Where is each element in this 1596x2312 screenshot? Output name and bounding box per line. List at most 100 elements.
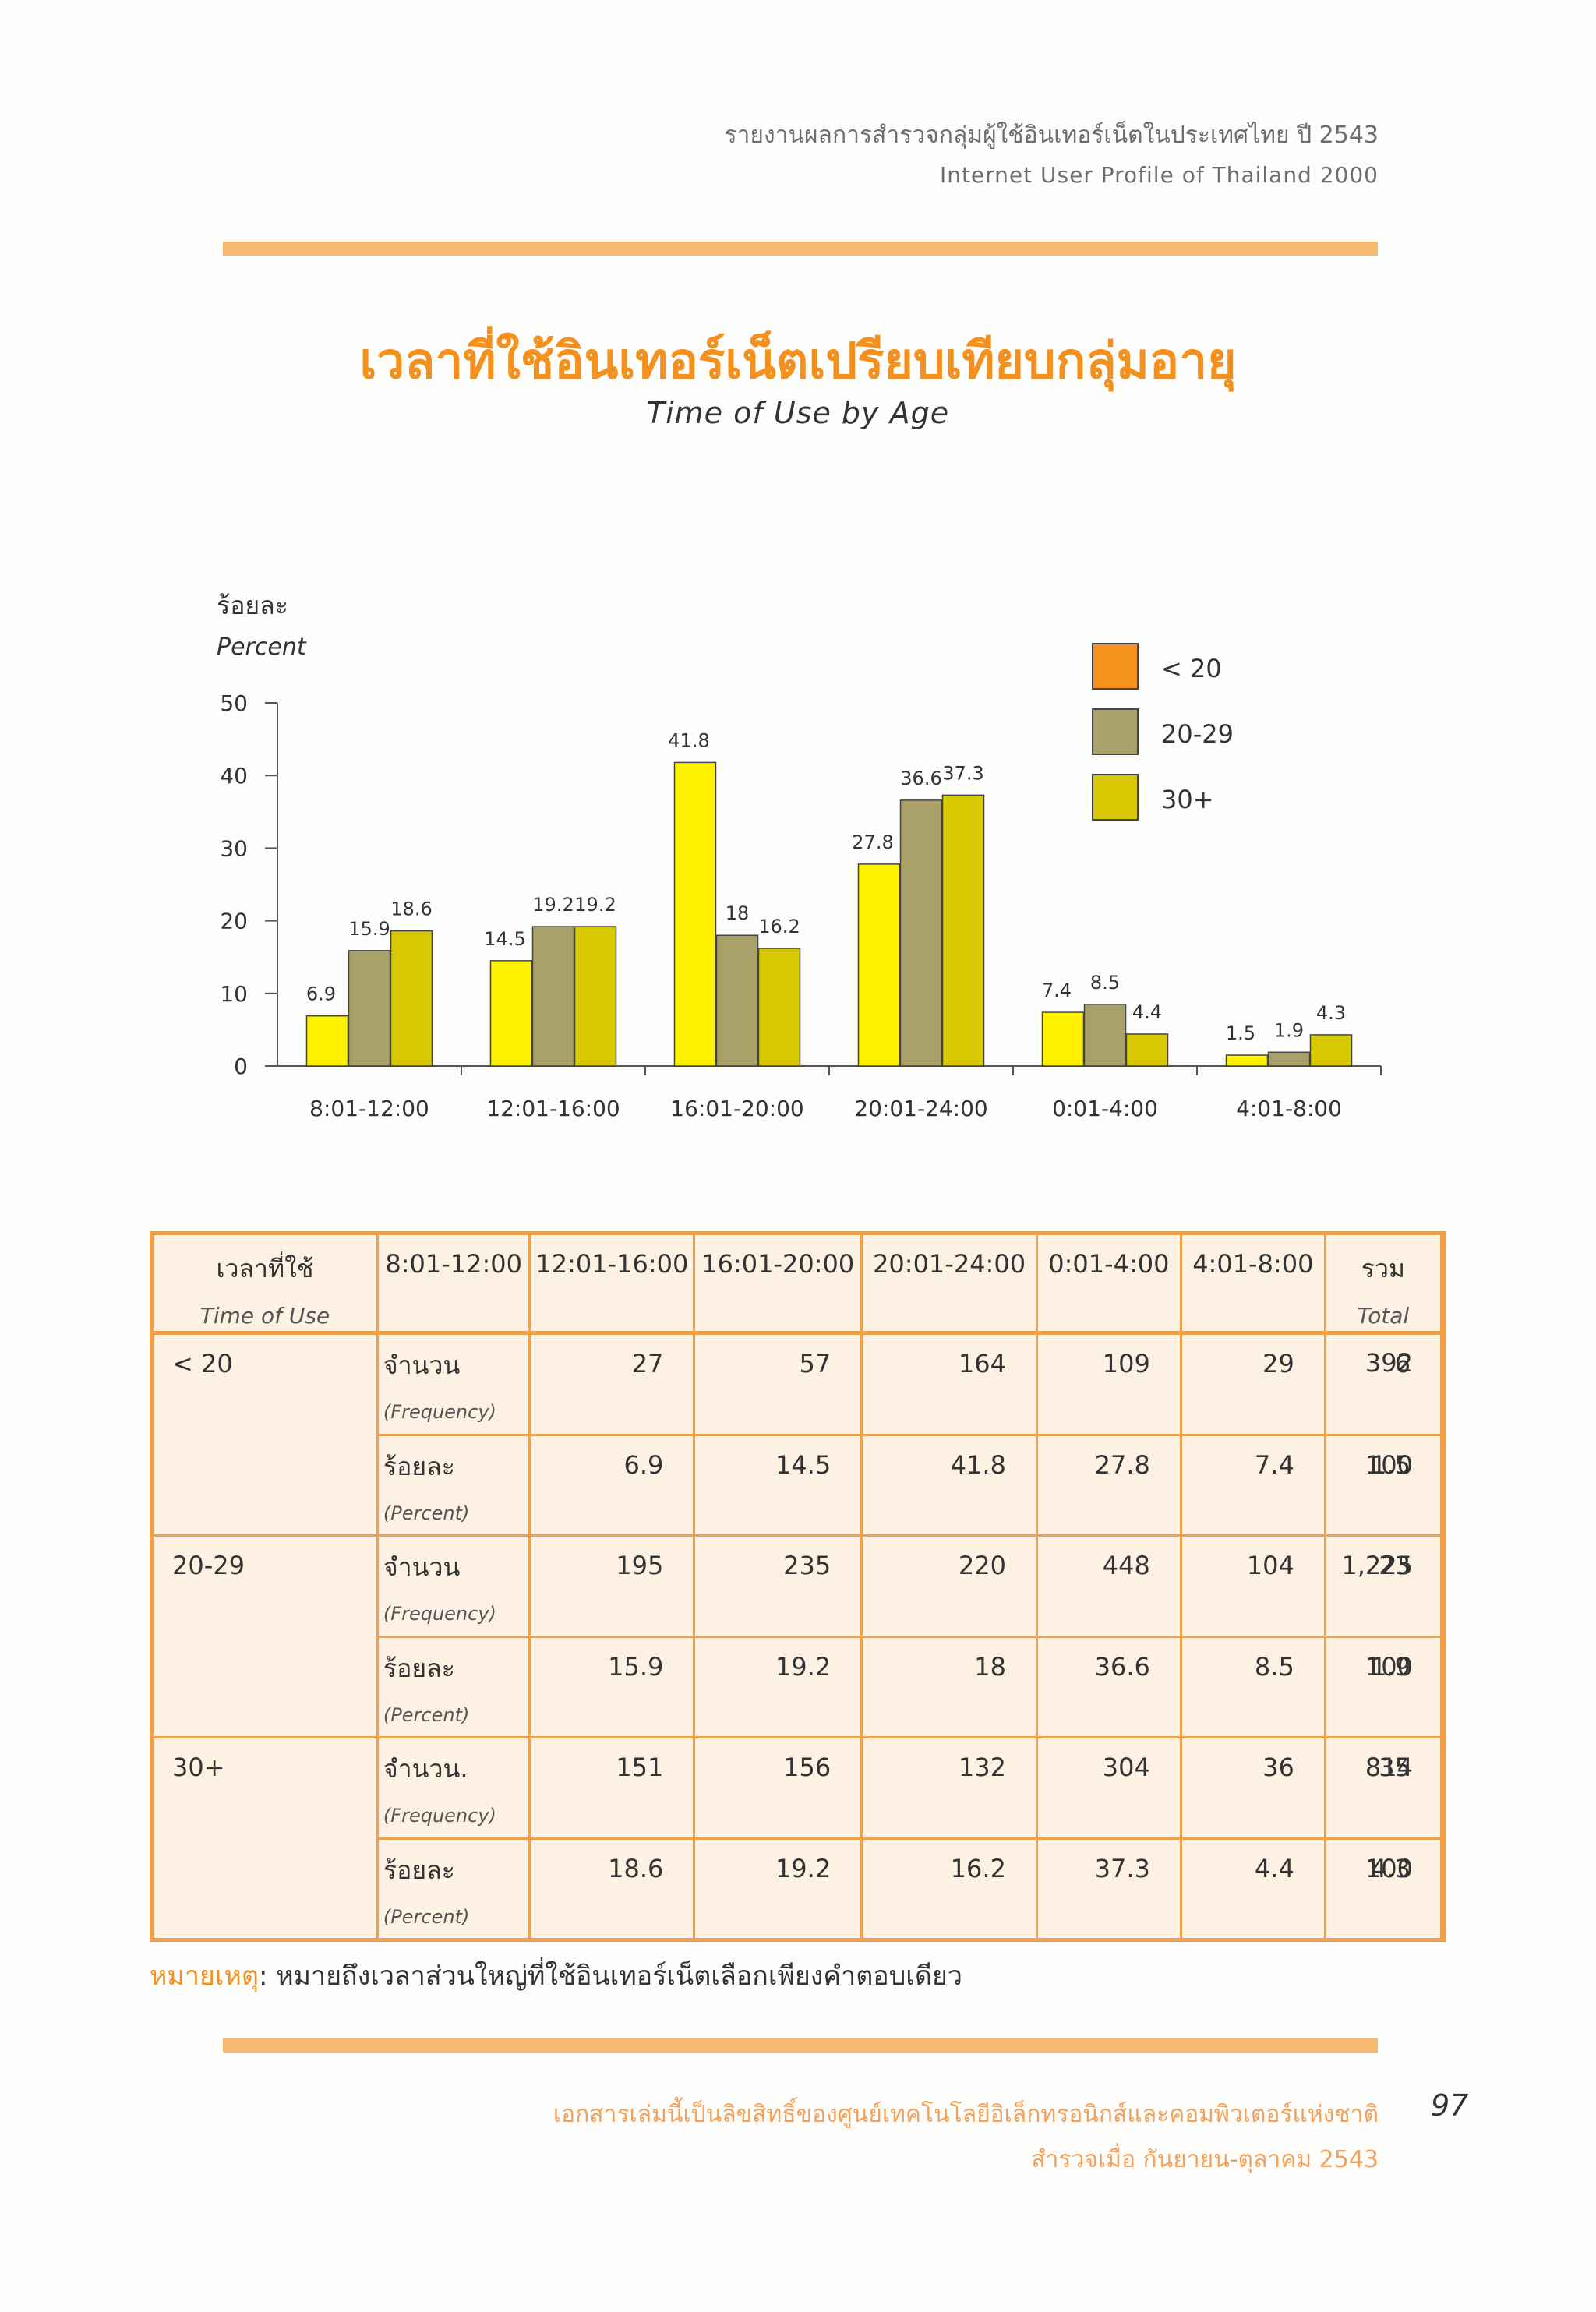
bar [673, 761, 717, 1067]
data-label: 4.4 [1132, 1001, 1162, 1023]
data-label: 15.9 [348, 918, 390, 940]
value-cell: 4.4 [1179, 1837, 1326, 1942]
bar [531, 926, 575, 1067]
x-tick-label: 4:01-8:00 [1236, 1096, 1342, 1121]
col-header: 12:01-16:00 [528, 1231, 696, 1336]
value-cell: 109 [1035, 1332, 1182, 1436]
data-label: 19.2 [574, 894, 616, 916]
cell-value: 19.2 [775, 1853, 832, 1883]
corner-english: Time of Use [200, 1303, 330, 1329]
cell-value: 104 [1246, 1551, 1294, 1581]
value-cell: 6 [1323, 1332, 1443, 1436]
x-tick-label: 12:01-16:00 [486, 1096, 620, 1121]
cell-value: 151 [616, 1753, 664, 1783]
percent-label-cell: ร้อยละ (Percent) [376, 1433, 531, 1537]
page-number: 97 [1431, 2088, 1469, 2123]
value-cell: 35 [1323, 1736, 1443, 1840]
cell-value: 1.5 [1371, 1449, 1411, 1480]
cell-value: 57 [799, 1349, 832, 1379]
data-label: 37.3 [942, 762, 983, 784]
x-tick-label: 8:01-12:00 [309, 1096, 429, 1121]
data-label: 4.3 [1316, 1002, 1346, 1024]
value-cell: 18 [860, 1635, 1038, 1739]
table-row: ร้อยละ (Percent) 15.9 19.2 18 36.6 8.5 1.9 100 [152, 1635, 1446, 1739]
cell-value: 156 [783, 1753, 832, 1783]
table-row: 30+ จำนวน. (Frequency) 151 156 132 304 36 35 814 [150, 1736, 1446, 1941]
col-header: 0:01-4:00 [1035, 1231, 1182, 1336]
data-label: 27.8 [852, 831, 893, 853]
percent-label-cell: ร้อยละ (Percent) [376, 1635, 531, 1739]
table-row: ร้อยละ (Percent) 18.6 19.2 16.2 37.3 4.4 4.3 100 [152, 1837, 1446, 1942]
data-label: 18.6 [390, 898, 432, 920]
cell-value: 14.5 [775, 1449, 832, 1480]
measure-label: จำนวน [383, 1350, 461, 1381]
data-label: 36.6 [900, 768, 941, 789]
total-english: Total [1357, 1303, 1410, 1329]
value-cell: 15.9 [528, 1635, 696, 1739]
corner-header: เวลาที่ใช้ Time of Use [150, 1231, 379, 1336]
legend-swatch [1092, 708, 1139, 755]
value-cell: 164 [860, 1332, 1038, 1436]
footnote: หมายเหตุ: หมายถึงเวลาส่วนใหญ่ที่ใช้อินเท… [150, 1954, 962, 1996]
age-group-label: < 20 [172, 1349, 233, 1379]
bar [1083, 1004, 1127, 1067]
frequency-label-cell: จำนวน (Frequency) [376, 1332, 531, 1436]
age-group-label: 20-29 [172, 1551, 245, 1581]
title-english: Time of Use by Age [646, 396, 950, 430]
table-row: 20-29 จำนวน (Frequency) 195 235 220 448 104 23 1,… [150, 1534, 1446, 1739]
data-label: 41.8 [668, 729, 709, 751]
y-axis-label: Percent [217, 634, 307, 661]
total-thai: รวม [1361, 1254, 1406, 1283]
value-cell: 36 [1179, 1736, 1326, 1840]
measure-label: ร้อยละ [383, 1855, 455, 1885]
cell-value: 16.2 [950, 1853, 1006, 1883]
value-cell: 27.8 [1035, 1433, 1182, 1537]
value-cell: 220 [860, 1534, 1038, 1638]
footer-copyright: เอกสารเล่มนี้เป็นลิขสิทธิ์ของศูนย์เทคโนโ… [553, 2101, 1379, 2128]
value-cell: 304 [1035, 1736, 1182, 1840]
bar [941, 794, 985, 1067]
value-cell: 7.4 [1179, 1433, 1326, 1537]
measure-sublabel: (Percent) [383, 1905, 470, 1928]
cell-value: 36 [1262, 1753, 1294, 1783]
cell-value: 23 [1379, 1551, 1411, 1581]
value-cell: 19.2 [693, 1635, 863, 1739]
cell-value: 4.3 [1371, 1853, 1411, 1883]
cell-value: 7.4 [1254, 1449, 1294, 1480]
data-label: 16.2 [758, 916, 800, 937]
measure-sublabel: (Frequency) [383, 1805, 496, 1827]
data-label: 14.5 [484, 928, 525, 950]
cell-value: 100 [1365, 1651, 1413, 1682]
value-cell: 29 [1179, 1332, 1326, 1436]
measure-label: จำนวน. [383, 1754, 468, 1784]
value-cell: 448 [1035, 1534, 1182, 1638]
value-cell: 57 [693, 1332, 863, 1436]
cell-value: 29 [1262, 1349, 1294, 1379]
y-tick-label: 10 [220, 981, 248, 1007]
data-label: 1.5 [1226, 1022, 1255, 1044]
total-cell: 392 [1365, 1332, 1446, 1436]
value-cell: 23 [1323, 1534, 1443, 1638]
corner-thai: เวลาที่ใช้ [216, 1254, 314, 1283]
total-cell: 100 [1365, 1837, 1446, 1942]
value-cell: 1.5 [1323, 1433, 1443, 1537]
bottom-divider [223, 2038, 1378, 2053]
bar [489, 960, 533, 1067]
total-cell: 814 [1365, 1736, 1446, 1840]
cell-value: 6.9 [623, 1449, 664, 1480]
x-tick-label: 0:01-4:00 [1052, 1096, 1158, 1121]
col-header: 8:01-12:00 [376, 1231, 531, 1336]
y-tick-label: 0 [234, 1054, 248, 1079]
footnote-text: : หมายถึงเวลาส่วนใหญ่ที่ใช้อินเทอร์เน็ตเ… [258, 1961, 963, 1992]
cell-value: 41.8 [950, 1449, 1006, 1480]
value-cell: 27 [528, 1332, 696, 1436]
value-cell: 18.6 [528, 1837, 696, 1942]
cell-value: 37.3 [1094, 1853, 1150, 1883]
age-group-cell: 20-29 [150, 1534, 379, 1739]
age-group-cell: 30+ [150, 1736, 379, 1941]
percent-label-cell: ร้อยละ (Percent) [376, 1837, 531, 1942]
data-label: 8.5 [1090, 972, 1120, 994]
bar [1309, 1034, 1353, 1067]
cell-value: 132 [958, 1753, 1006, 1783]
header-english: Internet User Profile of Thailand 2000 [939, 162, 1379, 188]
